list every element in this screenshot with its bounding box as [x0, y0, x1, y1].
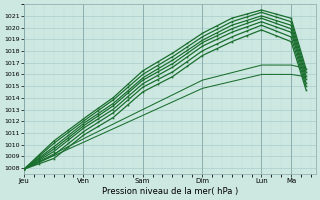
X-axis label: Pression niveau de la mer( hPa ): Pression niveau de la mer( hPa ) [102, 187, 238, 196]
